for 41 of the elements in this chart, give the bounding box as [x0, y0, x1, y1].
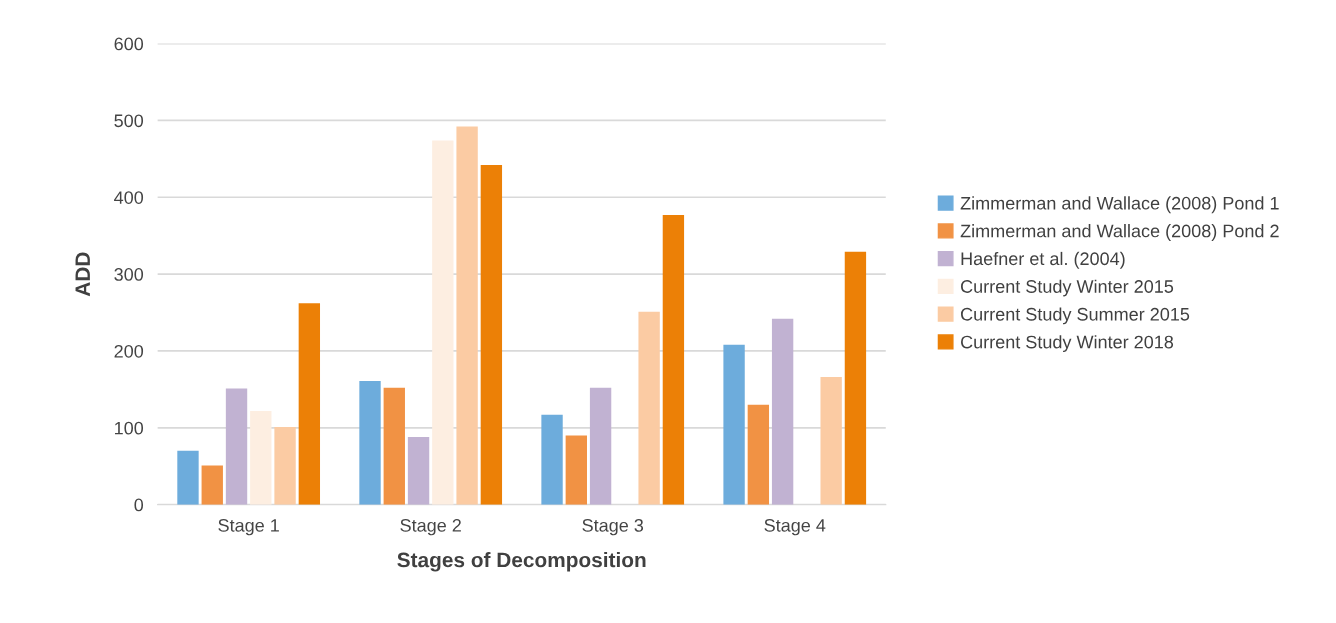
bar	[225, 388, 248, 505]
y-tick-label: 300	[114, 268, 144, 281]
x-tick-label: Stage 3	[582, 519, 644, 536]
y-tick-label: 100	[115, 421, 144, 435]
bar	[359, 380, 381, 505]
bar	[201, 465, 223, 505]
bar	[298, 303, 321, 505]
bar	[541, 414, 563, 505]
bar	[844, 251, 867, 505]
x-tick-label: Stage 4	[764, 519, 826, 536]
y-tick-label: 400	[114, 191, 144, 204]
legend-label: Current Study Winter 2015	[961, 279, 1174, 297]
bar	[480, 165, 503, 505]
bar	[274, 427, 296, 505]
y-tick-label: 0	[134, 498, 144, 512]
bar	[407, 437, 430, 505]
bar	[723, 344, 745, 505]
bar	[638, 311, 660, 505]
bar	[771, 318, 794, 505]
bar	[456, 126, 478, 505]
bar	[747, 404, 770, 505]
bar	[177, 450, 199, 505]
legend-label: Zimmerman and Wallace (2008) Pond 1	[960, 196, 1279, 214]
bar	[820, 377, 842, 505]
legend-label: Current Study Summer 2015	[961, 307, 1190, 325]
y-tick-label: 500	[114, 114, 144, 128]
x-tick-label: Stage 2	[400, 519, 461, 536]
bar	[589, 387, 612, 505]
bar	[383, 387, 405, 505]
y-tick-label: 200	[114, 344, 144, 358]
bar	[565, 435, 587, 505]
bar	[662, 214, 685, 505]
x-tick-label: Stage 1	[218, 519, 279, 536]
legend-label: Haefner et al. (2004)	[961, 251, 1125, 269]
y-tick-label: 600	[114, 37, 144, 51]
legend-label: Zimmerman and Wallace (2008) Pond 2	[960, 224, 1279, 241]
legend-label: Current Study Winter 2018	[961, 335, 1174, 352]
bar	[432, 140, 454, 505]
y-axis-title: ADD	[75, 252, 90, 297]
bar	[250, 410, 272, 505]
x-axis-title: Stages of Decomposition	[397, 552, 646, 572]
